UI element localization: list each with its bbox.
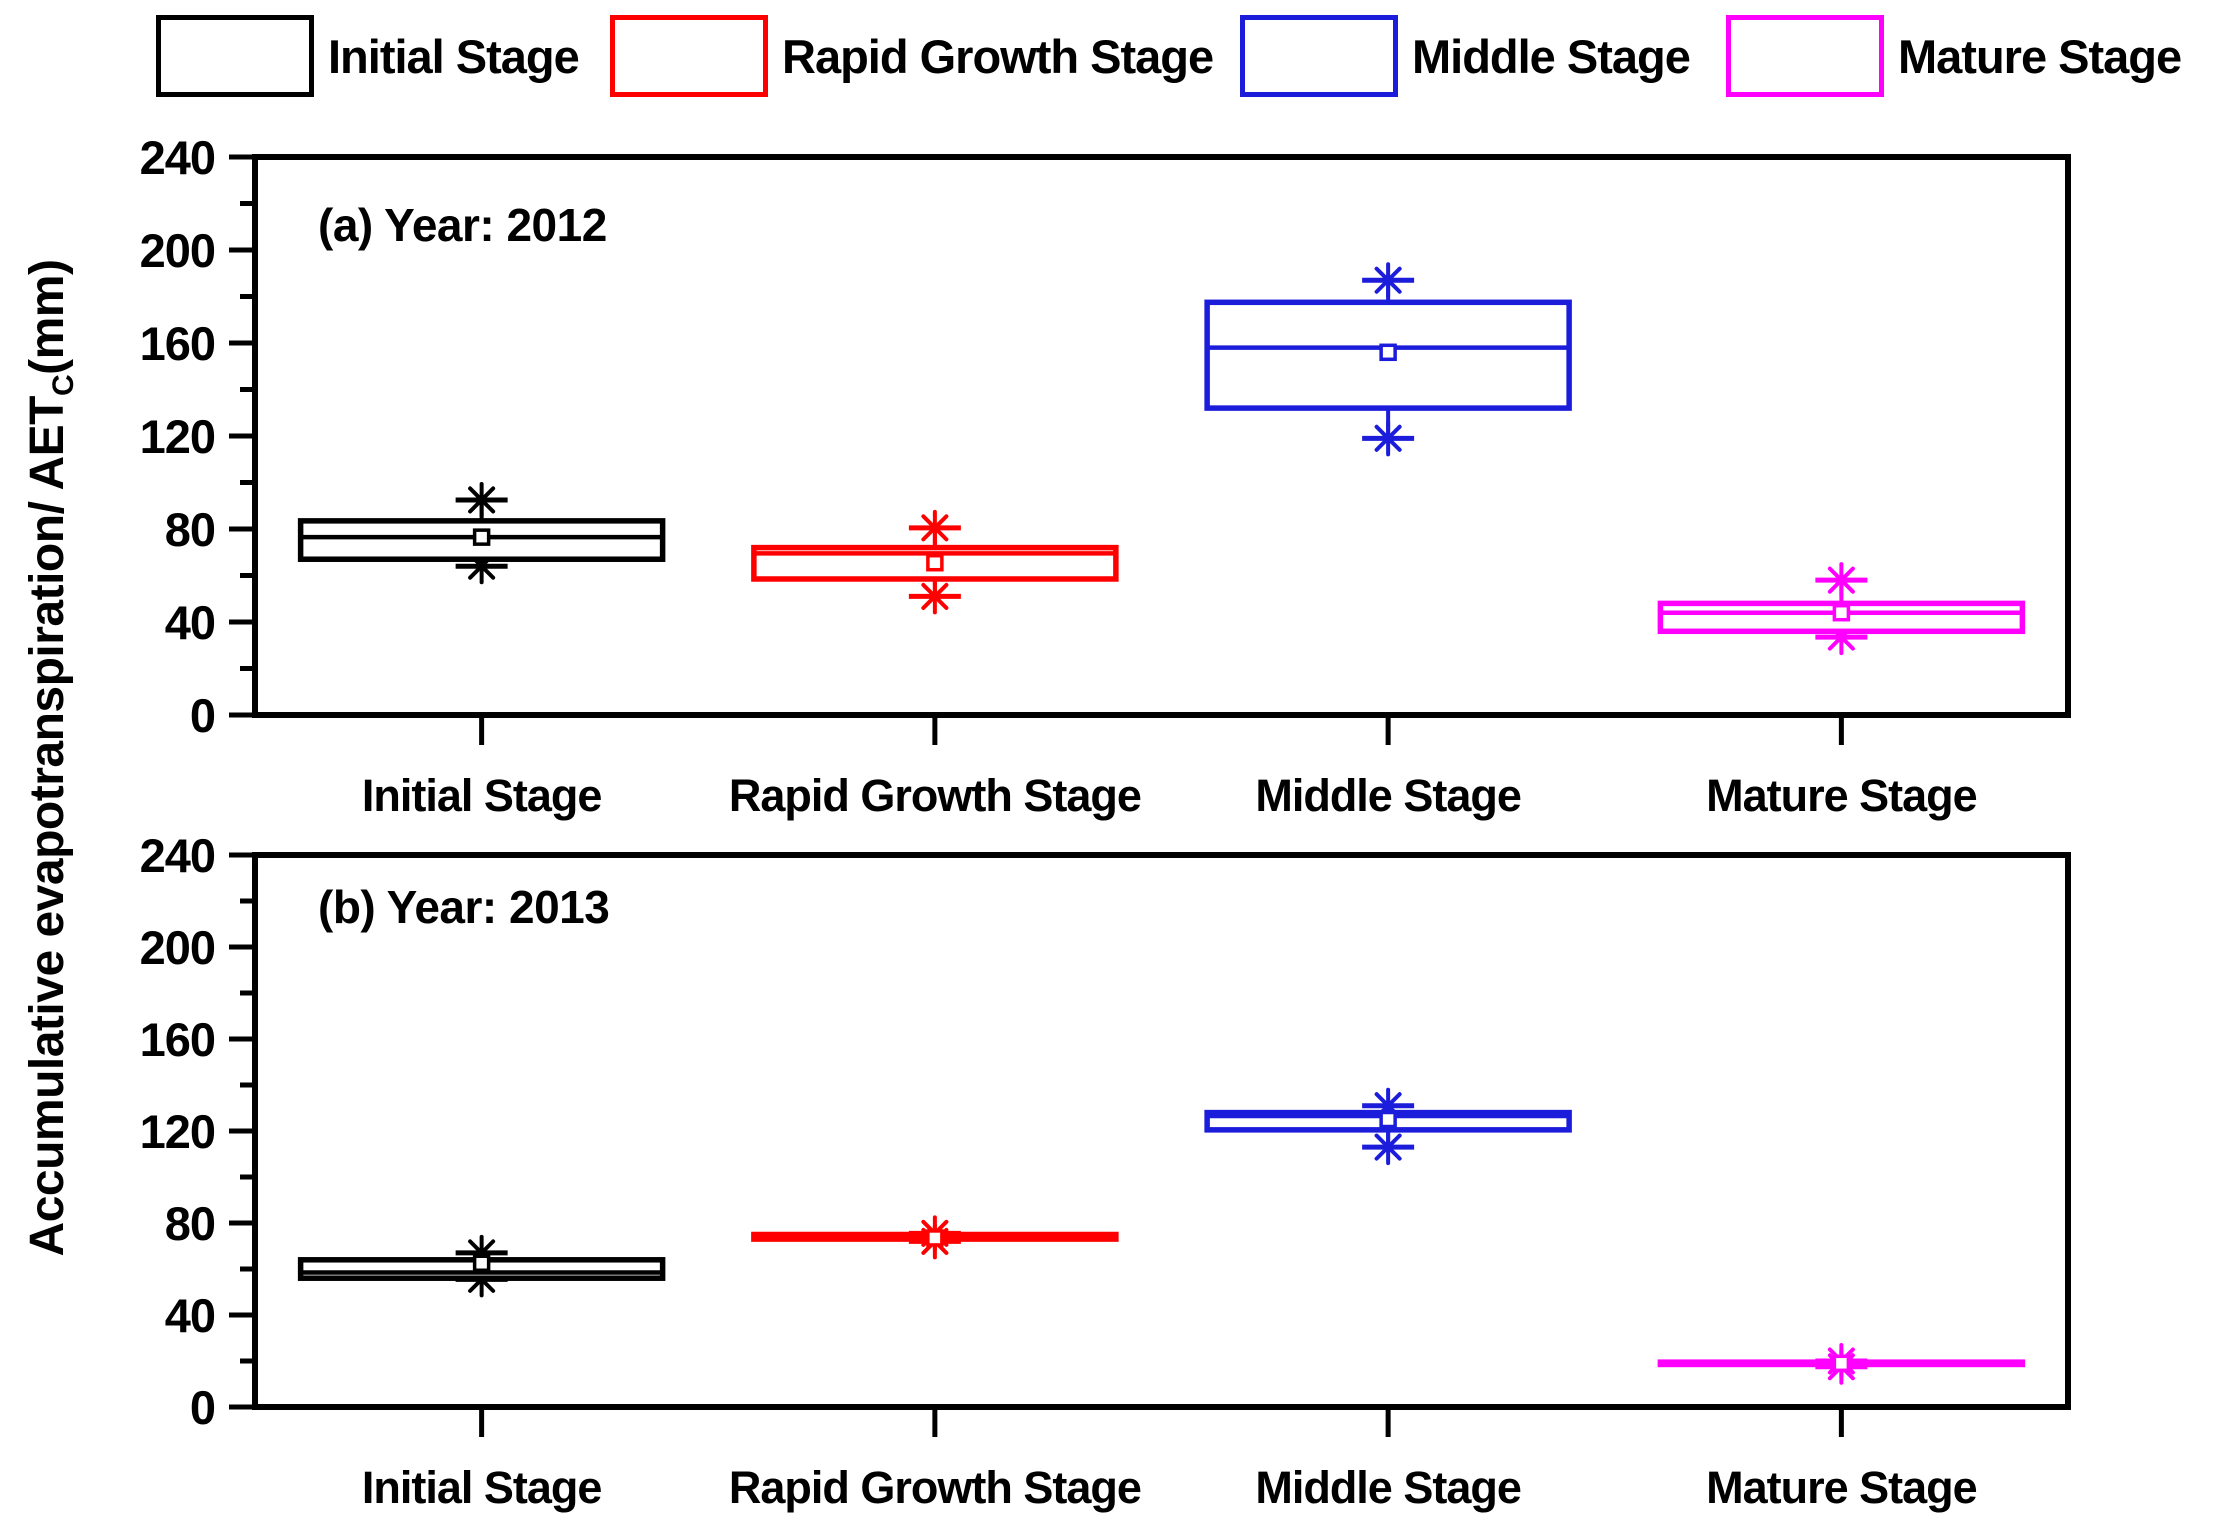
category-label: Mature Stage: [1706, 1462, 1977, 1513]
legend-item-mature-stage: Mature Stage: [1726, 14, 2182, 98]
y-tick-label: 240: [140, 131, 215, 184]
legend-swatch-middle-stage: [1240, 15, 1398, 97]
mean-marker: [1832, 1354, 1851, 1373]
panel-b-title: (b) Year: 2013: [318, 881, 610, 933]
iqr-box: [1204, 299, 1572, 411]
legend-label-initial-stage: Initial Stage: [328, 29, 580, 83]
y-tick-label: 120: [140, 1105, 215, 1158]
boxplot-b-2: [751, 1215, 1119, 1260]
mean-marker: [926, 553, 944, 572]
category-label: Middle Stage: [1255, 1462, 1521, 1513]
legend-item-rapid-growth-stage: Rapid Growth Stage: [610, 14, 1214, 98]
mean-marker: [1832, 603, 1851, 622]
boxplot-a-1: [297, 481, 666, 585]
y-tick-label: 200: [140, 921, 215, 974]
legend-item-middle-stage: Middle Stage: [1240, 14, 1691, 98]
panel-a: 0 40 80 120 160 200 240 Initial Stage Rapid Grow…: [140, 131, 2071, 821]
boxplot-b-4: [1657, 1343, 2026, 1385]
boxplot-a-4: [1657, 562, 2026, 656]
legend-item-initial-stage: Initial Stage: [156, 14, 580, 98]
boxplot-a-2: [751, 509, 1119, 615]
legend-label-rapid-growth-stage: Rapid Growth Stage: [782, 29, 1214, 83]
mean-marker: [1379, 1110, 1397, 1129]
legend-swatch-mature-stage: [1726, 15, 1884, 97]
mean-marker: [472, 528, 491, 546]
y-tick-label: 80: [165, 1197, 215, 1250]
y-tick-label: 160: [140, 317, 215, 370]
plot-frame-b: [252, 852, 2071, 1410]
boxplot-b-1: [297, 1234, 666, 1298]
y-tick-label: 0: [190, 689, 215, 742]
legend-swatch-initial-stage: [156, 15, 314, 97]
mean-marker: [926, 1229, 944, 1247]
y-tick-label: 160: [140, 1013, 215, 1066]
category-label: Initial Stage: [362, 1462, 602, 1513]
legend-label-mature-stage: Mature Stage: [1898, 29, 2182, 83]
boxplot-a-3: [1204, 262, 1572, 457]
y-tick-label: 0: [190, 1381, 215, 1434]
mean-marker: [1379, 343, 1397, 362]
y-tick-label: 40: [165, 596, 215, 649]
category-label: Rapid Growth Stage: [729, 1462, 1141, 1513]
mean-marker: [472, 1254, 491, 1272]
y-tick-label: 40: [165, 1289, 215, 1342]
panel-a-title: (a) Year: 2012: [318, 199, 607, 251]
category-label: Initial Stage: [362, 770, 602, 821]
y-tick-label: 200: [140, 224, 215, 277]
y-tick-label: 80: [165, 503, 215, 556]
legend-label-middle-stage: Middle Stage: [1412, 29, 1691, 83]
panel-b: 0 40 80 120 160 200 240 Initial Stage Rapid Grow…: [140, 829, 2071, 1513]
category-label: Mature Stage: [1706, 770, 1977, 821]
y-tick-label: 120: [140, 410, 215, 463]
category-label: Rapid Growth Stage: [729, 770, 1141, 821]
category-label: Middle Stage: [1255, 770, 1521, 821]
boxplot-b-3: [1204, 1087, 1572, 1166]
y-tick-label: 240: [140, 829, 215, 882]
legend-swatch-rapid-growth-stage: [610, 15, 768, 97]
